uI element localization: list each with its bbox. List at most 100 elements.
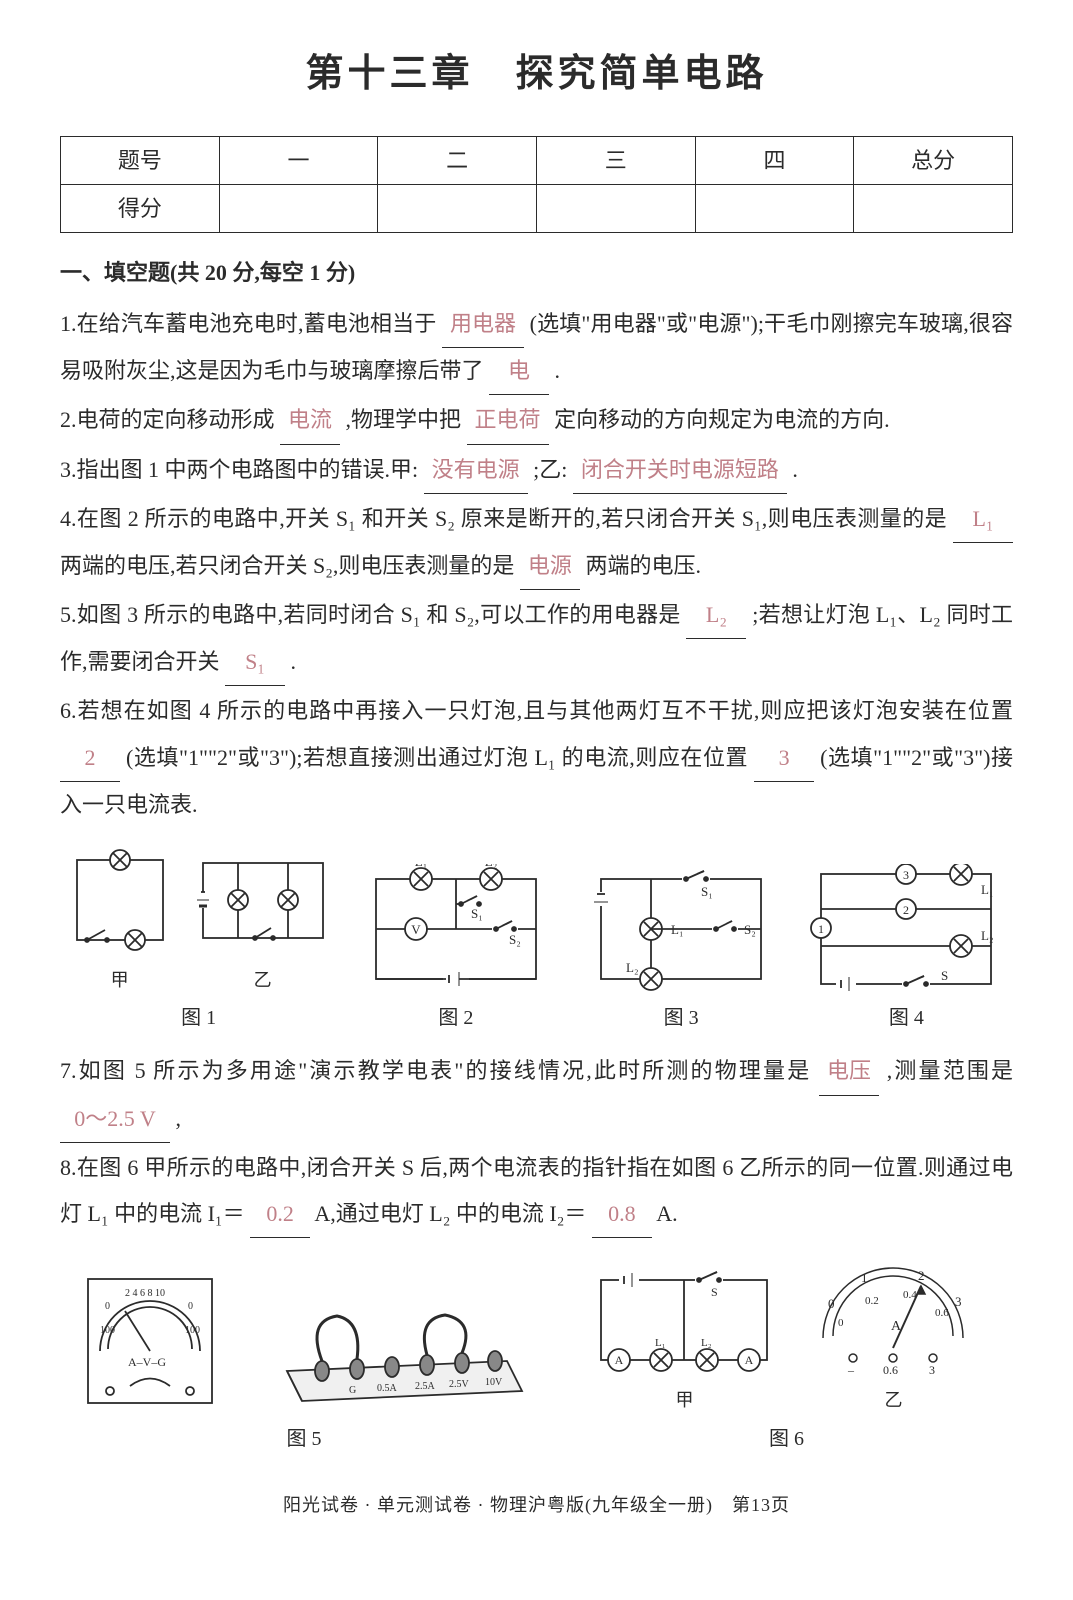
svg-text:3: 3 (929, 1363, 935, 1377)
circuit-2-icon: L₁ L₂ S₁ S₂ V (361, 864, 551, 994)
figure-3: S₁ L₁ S₂ L₂ 图 3 (574, 864, 787, 1036)
answer-blank: 电源 (520, 543, 580, 590)
sub-label-jia: 甲 (65, 964, 175, 996)
answer-blank: 0.8 (592, 1191, 652, 1238)
svg-text:2: 2 (903, 903, 909, 917)
svg-text:100: 100 (185, 1325, 200, 1336)
question-5: 5.如图 3 所示的电路中,若同时闭合 S₁ 和 S₂,可以工作的用电器是 L₂… (60, 592, 1013, 686)
svg-text:L₂: L₂ (981, 928, 993, 943)
score-cell[interactable] (536, 185, 695, 233)
q-text: ,物理学中把 (346, 407, 462, 432)
figure-label: 图 2 (349, 1000, 562, 1036)
svg-text:2: 2 (918, 1268, 925, 1283)
svg-text:10V: 10V (485, 1377, 503, 1388)
svg-text:0: 0 (828, 1296, 835, 1311)
header-cell: 总分 (854, 137, 1013, 185)
answer-blank: 用电器 (442, 301, 524, 348)
q-text: 两端的电压. (585, 553, 701, 578)
answer-blank: 没有电源 (424, 447, 528, 494)
terminal-board-icon: G 0.5A 2.5A 2.5V 10V (277, 1301, 527, 1411)
sub-label-yi2: 乙 (803, 1384, 983, 1416)
page-footer: 阳光试卷 · 单元测试卷 · 物理沪粤版(九年级全一册) 第13页 (60, 1489, 1013, 1521)
question-3: 3.指出图 1 中两个电路图中的错误.甲: 没有电源 ;乙: 闭合开关时电源短路… (60, 447, 1013, 494)
svg-text:1: 1 (861, 1270, 868, 1285)
svg-text:A: A (615, 1353, 624, 1367)
row-label: 得分 (61, 185, 220, 233)
q-text: 3.指出图 1 中两个电路图中的错误.甲: (60, 457, 418, 482)
question-6: 6.若想在如图 4 所示的电路中再接入一只灯泡,且与其他两灯互不干扰,则应把该灯… (60, 688, 1013, 828)
svg-text:A–V–G: A–V–G (128, 1355, 166, 1369)
table-row: 题号 一 二 三 四 总分 (61, 137, 1013, 185)
q-text: . (555, 358, 561, 383)
figures-row-1: 甲 (60, 848, 1013, 1036)
svg-text:100: 100 (100, 1325, 115, 1336)
svg-text:S₁: S₁ (701, 884, 713, 899)
header-cell: 一 (219, 137, 378, 185)
figure-label: 图 4 (800, 1000, 1013, 1036)
answer-blank: S₁ (225, 639, 285, 686)
header-cell: 题号 (61, 137, 220, 185)
circuit-4-icon: 3 L₁ 2 1 L₂ S (806, 864, 1006, 994)
svg-text:–: – (847, 1363, 855, 1377)
header-cell: 三 (536, 137, 695, 185)
answer-blank: L₂ (686, 592, 746, 639)
q-text: . (792, 457, 798, 482)
question-8: 8.在图 6 甲所示的电路中,闭合开关 S 后,两个电流表的指针指在如图 6 乙… (60, 1145, 1013, 1238)
q-text: 4.在图 2 所示的电路中,开关 S₁ 和开关 S₂ 原来是断开的,若只闭合开关… (60, 506, 947, 531)
svg-text:A: A (891, 1319, 902, 1334)
circuit-yi-icon (193, 848, 333, 958)
svg-text:S: S (941, 968, 948, 983)
header-cell: 四 (695, 137, 854, 185)
score-cell[interactable] (378, 185, 537, 233)
answer-blank: 电 (489, 348, 549, 395)
svg-text:S₂: S₂ (509, 932, 521, 947)
figure-5: 0 2 4 6 8 10 100 100 0 A–V–G (60, 1271, 548, 1457)
circuit-3-icon: S₁ L₁ S₂ L₂ (586, 864, 776, 994)
svg-text:0: 0 (188, 1301, 193, 1312)
svg-text:3: 3 (903, 868, 909, 882)
figure-label: 图 6 (560, 1421, 1013, 1457)
figure-4: 3 L₁ 2 1 L₂ S 图 4 (800, 864, 1013, 1036)
answer-blank: 正电荷 (467, 397, 549, 444)
section-heading: 一、填空题(共 20 分,每空 1 分) (60, 253, 1013, 293)
svg-text:V: V (411, 922, 421, 937)
svg-text:2.5V: 2.5V (449, 1379, 470, 1390)
answer-blank: L₁ (953, 496, 1013, 543)
q-text: 两端的电压,若只闭合开关 S₂,则电压表测量的是 (60, 553, 514, 578)
sub-label-yi: 乙 (193, 964, 333, 996)
q-text: 1.在给汽车蓄电池充电时,蓄电池相当于 (60, 311, 436, 336)
circuit-jia-icon (65, 848, 175, 958)
chapter-title: 第十三章 探究简单电路 (60, 40, 1013, 108)
circuit-6jia-icon: S A L₁ L₂ A (589, 1268, 779, 1378)
svg-text:S₁: S₁ (471, 906, 483, 921)
score-cell[interactable] (854, 185, 1013, 233)
figure-label: 图 3 (574, 1000, 787, 1036)
svg-text:1: 1 (818, 922, 824, 936)
q-text: . (291, 649, 297, 674)
figure-2: L₁ L₂ S₁ S₂ V 图 2 (349, 864, 562, 1036)
question-1: 1.在给汽车蓄电池充电时,蓄电池相当于 用电器 (选填"用电器"或"电源");干… (60, 301, 1013, 395)
q-text: ;乙: (533, 457, 567, 482)
score-cell[interactable] (219, 185, 378, 233)
svg-text:0.5A: 0.5A (377, 1383, 398, 1394)
q-text: , (176, 1106, 182, 1131)
answer-blank: 闭合开关时电源短路 (573, 447, 787, 494)
score-cell[interactable] (695, 185, 854, 233)
svg-text:A: A (745, 1353, 754, 1367)
svg-text:0: 0 (105, 1301, 110, 1312)
svg-text:0: 0 (838, 1317, 844, 1329)
q-text: (选填"1""2"或"3");若想直接测出通过灯泡 L₁ 的电流,则应在位置 (126, 745, 748, 770)
svg-text:0.6: 0.6 (883, 1363, 898, 1377)
svg-text:L₁: L₁ (415, 864, 427, 869)
answer-blank: 2 (60, 735, 120, 782)
figures-row-2: 0 2 4 6 8 10 100 100 0 A–V–G (60, 1258, 1013, 1456)
ammeter-dial-icon: 0 1 2 3 0 0.2 0.4 0.6 A – 0.6 3 (803, 1258, 983, 1378)
svg-text:G: G (349, 1385, 356, 1396)
sub-label-jia2: 甲 (589, 1384, 779, 1416)
figure-6: S A L₁ L₂ A 甲 (560, 1258, 1013, 1456)
svg-text:2.5A: 2.5A (415, 1381, 436, 1392)
q-text: 2.电荷的定向移动形成 (60, 407, 275, 432)
answer-blank: 电压 (819, 1048, 879, 1095)
answer-blank: 0.2 (250, 1191, 310, 1238)
svg-text:0.2: 0.2 (865, 1295, 879, 1307)
